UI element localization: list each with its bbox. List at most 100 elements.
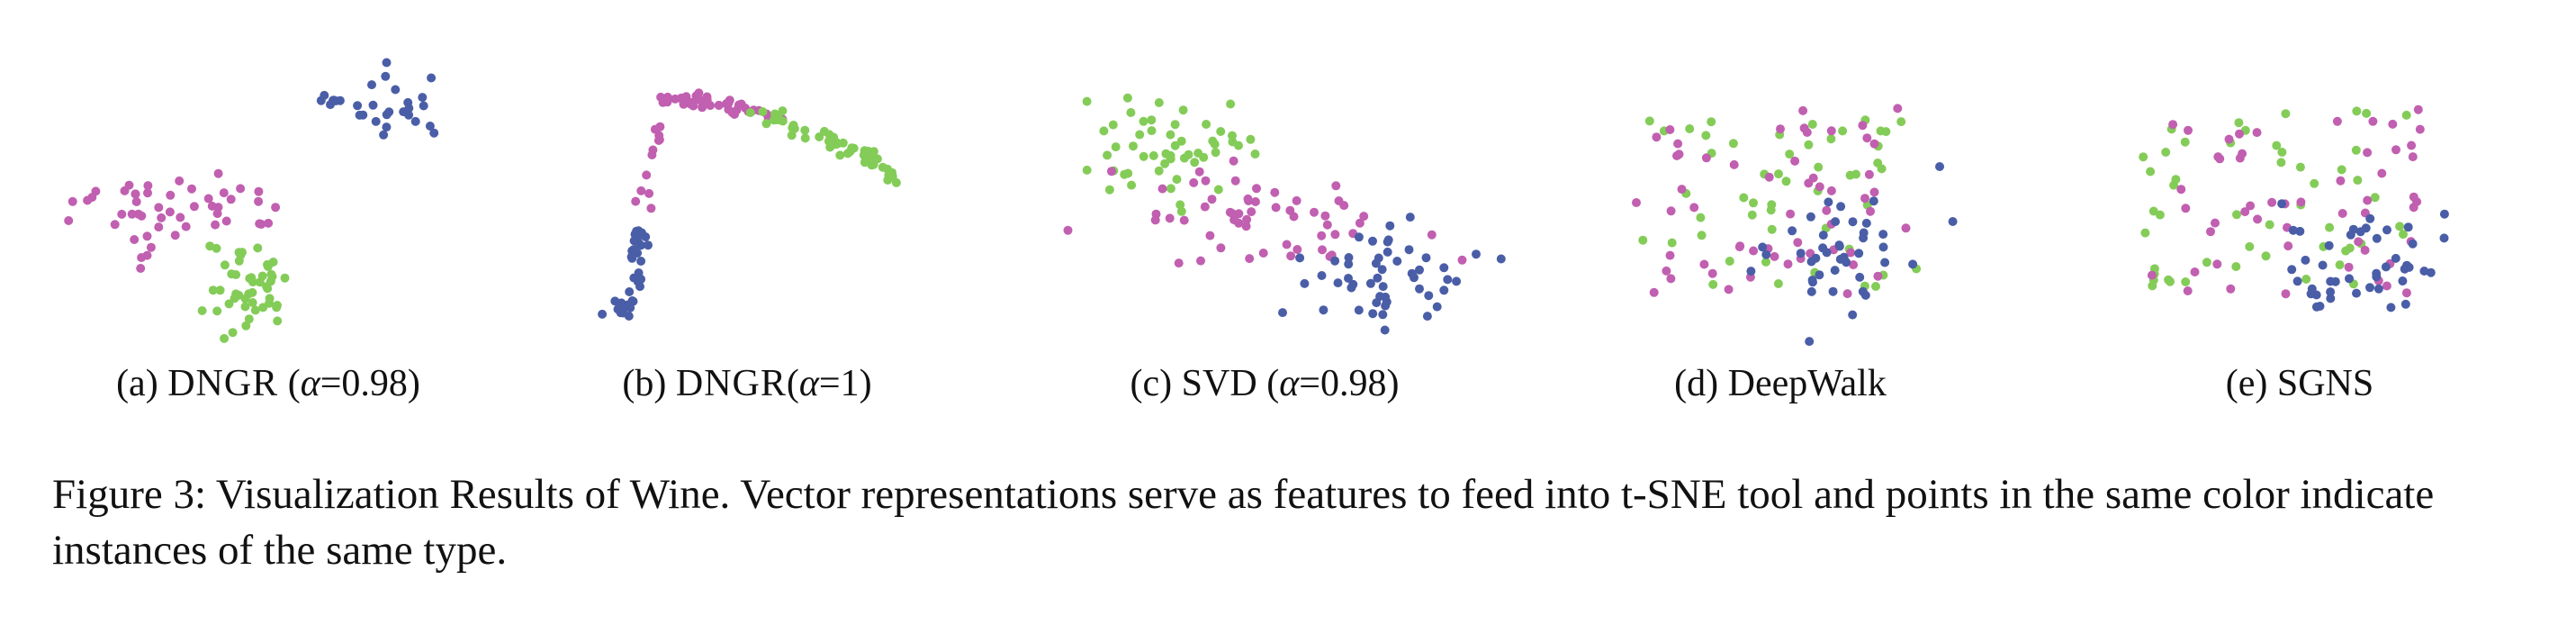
point-class3 (248, 287, 257, 297)
point-class3 (241, 321, 251, 331)
point-class3 (1082, 165, 1092, 175)
subcaption-e-method: SGNS (2276, 363, 2374, 404)
point-class3 (825, 142, 835, 152)
point-class3 (1896, 117, 1906, 127)
subcaption-b: (b) DNGR(α=1) (622, 362, 871, 405)
point-class1 (379, 130, 389, 140)
subcaption-a-method: DNGR (167, 363, 279, 404)
subcaption-b-method: DNGR (675, 363, 787, 404)
point-class3 (1127, 180, 1137, 190)
point-class2 (2360, 245, 2370, 255)
point-class2 (176, 213, 185, 222)
point-class3 (1685, 124, 1695, 133)
point-class1 (2400, 299, 2410, 309)
point-class2 (264, 218, 274, 228)
point-class2 (68, 196, 77, 206)
point-class2 (648, 145, 658, 155)
subcaption-c: (c) SVD (α=0.98) (1130, 362, 1400, 405)
point-class2 (2206, 227, 2215, 237)
point-class2 (2407, 140, 2417, 150)
point-class1 (624, 312, 634, 321)
point-class2 (1330, 230, 1340, 240)
point-class1 (1383, 237, 1392, 247)
point-class1 (633, 249, 643, 258)
point-class3 (1234, 140, 1243, 150)
point-class1 (2318, 260, 2328, 270)
point-class2 (2235, 129, 2244, 139)
point-class2 (1245, 254, 1255, 264)
point-class2 (1320, 211, 1330, 221)
point-class1 (1859, 233, 1869, 243)
point-class2 (181, 222, 191, 231)
point-class3 (1172, 175, 1182, 185)
point-class1 (418, 93, 428, 103)
point-class3 (2395, 222, 2405, 231)
point-class1 (382, 110, 392, 120)
point-class1 (2355, 227, 2365, 237)
point-class1 (1377, 265, 1387, 275)
point-class3 (1773, 279, 1783, 288)
point-class3 (2181, 277, 2191, 286)
point-class1 (1805, 337, 1815, 347)
point-class2 (219, 188, 229, 198)
point-class1 (1424, 291, 1434, 301)
point-class2 (1662, 266, 1671, 276)
point-class1 (1317, 271, 1327, 280)
point-class1 (1861, 218, 1871, 228)
point-class1 (368, 100, 378, 110)
point-class2 (1689, 203, 1699, 213)
point-class3 (1120, 169, 1130, 179)
point-class2 (1241, 222, 1251, 231)
point-class2 (1790, 156, 1800, 166)
point-class1 (419, 101, 428, 111)
subcaption-a: (a) DNGR (α=0.98) (116, 362, 420, 405)
point-class1 (1380, 325, 1390, 335)
point-class1 (1344, 274, 1353, 283)
point-class3 (1638, 235, 1648, 245)
point-class3 (2401, 110, 2411, 120)
point-class3 (250, 305, 260, 315)
point-class2 (2215, 154, 2225, 164)
point-class1 (1365, 278, 1375, 288)
point-class3 (1199, 152, 1209, 162)
point-class3 (800, 125, 810, 135)
point-class1 (2372, 268, 2382, 278)
point-class2 (1216, 243, 1226, 253)
subcaption-b-open: ( (786, 363, 799, 404)
point-class1 (382, 122, 392, 132)
point-class1 (1796, 249, 1806, 258)
point-class2 (1724, 285, 1734, 294)
point-class2 (1860, 194, 1869, 204)
point-class3 (1728, 139, 1738, 149)
point-class3 (800, 133, 810, 143)
subcaption-d-label: (d) (1674, 363, 1719, 404)
point-class1 (1373, 273, 1383, 283)
point-class2 (1665, 125, 1675, 134)
point-class3 (1697, 231, 1707, 240)
point-class3 (2352, 106, 2362, 116)
point-class3 (761, 119, 771, 129)
point-class3 (1708, 279, 1718, 289)
point-class3 (1877, 164, 1887, 174)
point-class3 (1190, 158, 1200, 168)
point-class1 (632, 226, 642, 236)
point-class2 (1207, 195, 1217, 204)
point-class3 (1178, 105, 1188, 115)
point-class2 (1331, 181, 1341, 191)
point-class1 (1415, 284, 1424, 294)
point-class1 (1405, 213, 1415, 222)
point-class1 (2382, 225, 2391, 235)
point-class2 (1200, 202, 1210, 212)
point-class3 (2276, 158, 2286, 168)
point-class2 (221, 216, 231, 226)
point-class3 (1111, 142, 1121, 152)
point-class3 (2161, 148, 2171, 157)
point-class2 (1862, 133, 1872, 143)
point-class1 (1848, 310, 1858, 320)
point-class1 (1410, 273, 1419, 283)
point-class1 (1378, 282, 1388, 292)
point-class3 (1250, 149, 1260, 159)
point-class3 (1170, 120, 1180, 130)
point-class2 (213, 168, 223, 178)
point-class3 (1104, 185, 1114, 195)
